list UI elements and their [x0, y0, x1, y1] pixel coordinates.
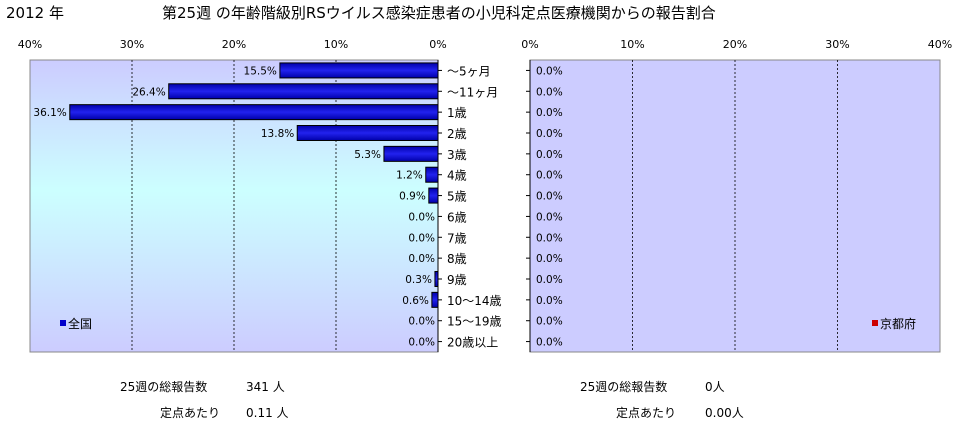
category-label: 6歳 [447, 210, 467, 224]
right-data-label: 0.0% [536, 232, 563, 244]
kyoto-per-label: 定点あたり [616, 406, 677, 420]
year-label: 2012 年 [6, 4, 64, 22]
right-data-label: 0.0% [536, 316, 563, 328]
left-bar [279, 62, 439, 79]
chart-title: 第25週 の年齢階級別RSウイルス感染症患者の小児科定点医療機関からの報告割合 [162, 4, 716, 22]
category-label: 20歳以上 [447, 336, 498, 350]
left-bar [69, 104, 439, 121]
left-bar [425, 166, 439, 183]
left-bar [296, 125, 439, 141]
kyoto-total-label: 25週の総報告数 [580, 380, 668, 394]
right-data-label: 0.0% [536, 337, 563, 349]
national-per-label: 定点あたり [160, 406, 221, 420]
national-per-value: 0.11 人 [246, 406, 289, 420]
right-data-label: 0.0% [536, 253, 563, 265]
right-tick-label: 30% [825, 38, 849, 51]
left-data-label: 1.2% [396, 170, 423, 182]
national-total-value: 341 人 [246, 380, 285, 394]
left-bar [383, 145, 439, 162]
category-label: 10～14歳 [447, 294, 502, 308]
left-data-label: 0.6% [402, 295, 429, 307]
national-total-label: 25週の総報告数 [120, 380, 208, 394]
right-tick-label: 10% [620, 38, 644, 51]
right-tick-label: 20% [723, 38, 747, 51]
left-legend-swatch [60, 320, 66, 326]
left-data-label: 0.0% [408, 253, 435, 265]
category-label: 9歳 [447, 273, 467, 287]
right-data-label: 0.0% [536, 295, 563, 307]
left-data-label: 0.0% [408, 232, 435, 244]
left-data-label: 15.5% [244, 65, 277, 77]
left-data-label: 26.4% [132, 86, 165, 98]
left-data-label: 0.9% [399, 191, 426, 203]
right-data-label: 0.0% [536, 86, 563, 98]
category-label: ～11ヶ月 [447, 85, 498, 99]
left-legend-label: 全国 [68, 316, 92, 331]
category-label: ～5ヶ月 [447, 64, 491, 78]
right-data-label: 0.0% [536, 274, 563, 286]
left-data-label: 0.0% [408, 316, 435, 328]
left-data-label: 36.1% [33, 107, 66, 119]
left-bar [431, 291, 439, 308]
category-label: 1歳 [447, 106, 467, 120]
left-bar [434, 271, 439, 287]
left-bar [428, 187, 439, 204]
right-data-label: 0.0% [536, 128, 563, 140]
category-label: 8歳 [447, 252, 467, 266]
right-data-label: 0.0% [536, 149, 563, 161]
category-label: 5歳 [447, 190, 467, 204]
category-label: 4歳 [447, 169, 467, 183]
left-data-label: 0.0% [408, 337, 435, 349]
left-tick-label: 40% [18, 38, 42, 51]
left-bar [168, 83, 439, 100]
right-tick-label: 40% [928, 38, 952, 51]
category-label: 15～19歳 [447, 315, 502, 329]
right-tick-label: 0% [521, 38, 538, 51]
right-data-label: 0.0% [536, 107, 563, 119]
left-data-label: 5.3% [354, 149, 381, 161]
kyoto-total-value: 0人 [705, 380, 725, 394]
right-data-label: 0.0% [536, 191, 563, 203]
left-data-label: 0.3% [405, 274, 432, 286]
left-tick-label: 0% [429, 38, 446, 51]
left-tick-label: 20% [222, 38, 246, 51]
kyoto-per-value: 0.00人 [705, 406, 744, 420]
left-data-label: 0.0% [408, 211, 435, 223]
right-legend-swatch [872, 320, 878, 326]
left-tick-label: 10% [324, 38, 348, 51]
right-data-label: 0.0% [536, 65, 563, 77]
category-label: 7歳 [447, 231, 467, 245]
category-label: 3歳 [447, 148, 467, 162]
category-label: 2歳 [447, 127, 467, 141]
left-data-label: 13.8% [261, 128, 294, 140]
right-legend-label: 京都府 [880, 316, 916, 331]
left-tick-label: 30% [120, 38, 144, 51]
right-data-label: 0.0% [536, 170, 563, 182]
right-data-label: 0.0% [536, 211, 563, 223]
